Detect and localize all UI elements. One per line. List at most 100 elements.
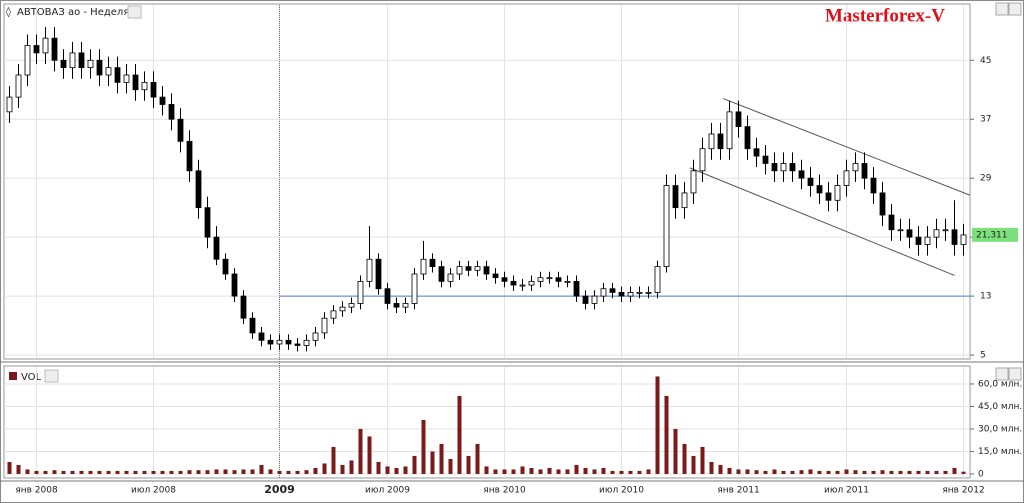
volume-bar xyxy=(817,470,822,474)
volume-bar xyxy=(781,470,786,474)
candle-body xyxy=(483,266,490,275)
candle-body xyxy=(672,185,679,209)
volume-bar xyxy=(79,470,84,474)
candle-body xyxy=(276,339,283,345)
candle-body xyxy=(762,155,769,164)
volume-bar xyxy=(439,443,444,474)
volume-bar xyxy=(412,455,417,474)
volume-bar xyxy=(394,467,399,474)
candle-body xyxy=(780,163,787,172)
candle-body xyxy=(258,332,265,341)
volume-bar xyxy=(340,464,345,474)
volume-bar xyxy=(880,470,885,474)
volume-bar xyxy=(871,470,876,474)
candle-body xyxy=(798,170,805,179)
volume-bar xyxy=(790,470,795,474)
move-button[interactable] xyxy=(995,367,1009,381)
volume-bar xyxy=(61,470,66,474)
candle-body xyxy=(159,96,166,105)
candle-body xyxy=(942,229,949,232)
volume-bar xyxy=(34,470,39,474)
x-tick-label: янв 2012 xyxy=(942,486,984,496)
volume-bar xyxy=(493,469,498,474)
close-button[interactable] xyxy=(1008,367,1022,381)
last-price-label: 21,311 xyxy=(976,230,1008,240)
candle-body xyxy=(384,288,391,304)
volume-bar xyxy=(16,464,21,474)
volume-bar xyxy=(277,470,282,474)
volume-bar xyxy=(304,470,309,474)
candle-body xyxy=(492,273,499,279)
candle-body xyxy=(132,74,139,91)
candle-body xyxy=(501,277,508,282)
volume-bar xyxy=(592,469,597,474)
volume-bar xyxy=(430,451,435,474)
volume-bar xyxy=(916,470,921,474)
volume-bar xyxy=(952,467,957,474)
candle-body xyxy=(69,52,76,69)
candle-body xyxy=(429,258,436,268)
legend-swatch xyxy=(9,372,17,380)
volume-bar xyxy=(511,469,516,474)
move-button[interactable] xyxy=(995,2,1009,16)
candle-body xyxy=(879,192,886,216)
candle-body xyxy=(339,306,346,312)
volume-bar xyxy=(889,470,894,474)
volume-bar xyxy=(835,470,840,474)
trend-line xyxy=(689,167,955,276)
volume-bar xyxy=(25,469,30,474)
volume-bar xyxy=(484,466,489,474)
candle-body xyxy=(51,37,58,61)
candle-body xyxy=(231,273,238,297)
candle-body xyxy=(870,177,877,194)
volume-bar xyxy=(475,443,480,474)
y-tick-label: 45,0 млн. xyxy=(978,402,1022,412)
candle-body xyxy=(222,258,229,275)
candle-body xyxy=(240,295,247,319)
volume-bar xyxy=(943,470,948,474)
chart-title: АВТОВАЗ ао - Неделя xyxy=(17,7,129,18)
candle-body xyxy=(141,81,148,91)
candle-body xyxy=(420,258,427,275)
volume-bar xyxy=(502,469,507,474)
candle-body xyxy=(519,284,526,287)
volume-bar xyxy=(358,428,363,474)
volume-bar xyxy=(772,469,777,474)
candle-body xyxy=(816,185,823,194)
volume-bar xyxy=(826,470,831,474)
candle-body xyxy=(771,163,778,172)
candle-body xyxy=(582,295,589,304)
close-button[interactable] xyxy=(1008,2,1022,16)
volume-bar xyxy=(673,428,678,474)
candle-body xyxy=(186,140,193,172)
volume-bar xyxy=(961,471,966,474)
volume-bar xyxy=(367,436,372,474)
candle-body xyxy=(789,163,796,172)
volume-bar xyxy=(799,470,804,474)
icon[interactable]: ◊ xyxy=(6,6,11,18)
volume-bar xyxy=(565,469,570,474)
volume-bar xyxy=(457,395,462,474)
candle-body xyxy=(114,67,121,83)
volume-bar xyxy=(52,470,57,474)
candle-body xyxy=(123,74,130,83)
volume-bar xyxy=(619,470,624,474)
volume-bar xyxy=(853,470,858,474)
x-tick-label: июл 2009 xyxy=(365,486,410,496)
dropdown[interactable] xyxy=(44,369,59,383)
volume-bar xyxy=(862,470,867,474)
candle-body xyxy=(618,292,625,297)
volume-bar xyxy=(448,458,453,474)
volume-bar xyxy=(169,470,174,474)
candle-body xyxy=(42,37,49,54)
candle-body xyxy=(897,229,904,232)
volume-bar xyxy=(844,469,849,474)
volume-bar xyxy=(7,461,12,474)
volume-bar xyxy=(466,455,471,474)
candle-body xyxy=(933,229,940,238)
candle-body xyxy=(537,277,544,282)
dropdown[interactable] xyxy=(127,5,142,19)
volume-bar xyxy=(754,470,759,474)
volume-bar xyxy=(142,470,147,474)
x-tick-label: июл 2011 xyxy=(824,486,869,496)
